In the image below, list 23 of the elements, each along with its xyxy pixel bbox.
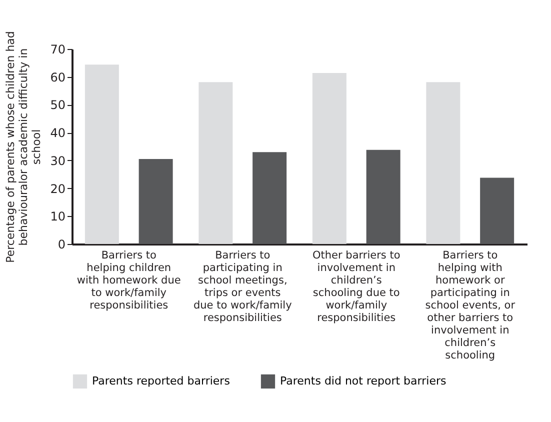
category-label: Barriers to helping with homework or participating in school events, or other barriers to involvement in children’s schooling — [425, 250, 516, 362]
y-tick-label: 70 — [50, 42, 66, 56]
bar — [84, 64, 119, 244]
legend-label: Parents reported barriers — [92, 374, 230, 388]
bar — [138, 159, 173, 244]
x-tick-label: Barriers to helping children with homework due to work/family responsibilities — [76, 250, 181, 312]
bar — [366, 150, 400, 244]
bar — [312, 72, 346, 244]
x-tick-label: Barriers to participating in school meetings, trips or events due to work/family responsibilities — [193, 250, 292, 324]
y-tick-label: 50 — [50, 98, 66, 112]
bar — [426, 82, 460, 244]
y-tick-label: 0 — [58, 238, 66, 252]
bar — [480, 178, 514, 244]
y-tick-label: 40 — [50, 126, 66, 140]
x-tick-label: Other barriers to involvement in children’s schooling due to work/family responsibilities — [312, 250, 400, 324]
bar — [252, 152, 287, 244]
y-tick-label: 10 — [50, 210, 66, 224]
bar — [198, 82, 233, 244]
y-tick-label: 30 — [50, 154, 66, 168]
y-tick-label: 60 — [50, 70, 66, 84]
legend-label: Parents did not report barriers — [280, 374, 446, 388]
y-axis-title: Percentage of parents whose children had behaviouralor academic difficulty in school — [4, 31, 44, 263]
y-tick-label: 20 — [50, 182, 66, 196]
